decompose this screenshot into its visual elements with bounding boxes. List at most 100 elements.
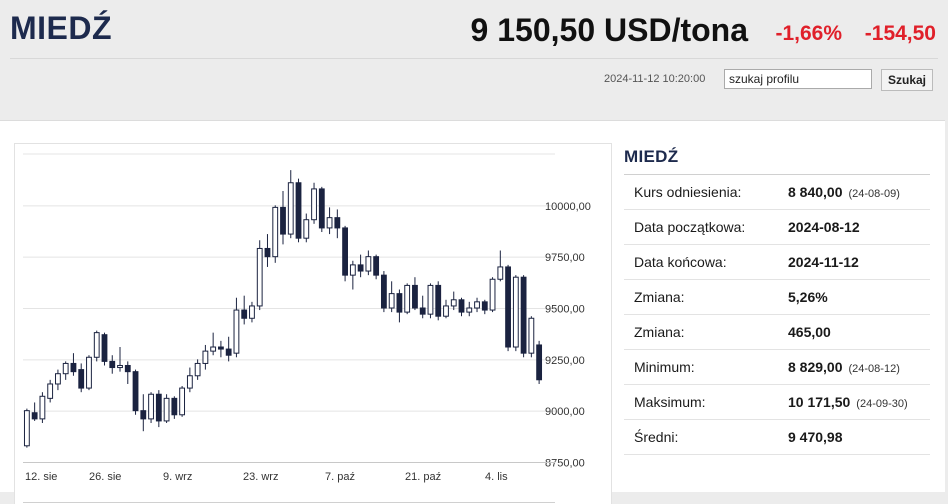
change-absolute: -154,50 (864, 22, 936, 45)
info-label: Zmiana: (634, 324, 685, 340)
y-tick-label: 9000,00 (545, 406, 585, 418)
candle-body (93, 332, 100, 358)
main-content: 10000,00 9750,00 9500,00 9250,00 9000,00 8750… (0, 120, 945, 504)
candle-body (55, 373, 61, 385)
candle-body (396, 293, 403, 313)
candle-body (70, 362, 77, 373)
candle-body (163, 397, 170, 422)
search-button[interactable]: Szukaj (881, 69, 933, 91)
info-row: Minimum: 8 829,00 (24-08-12) (624, 350, 930, 385)
candle-body (23, 410, 30, 447)
info-divider (624, 174, 930, 175)
candle-body (179, 387, 186, 416)
info-date: (24-09-30) (856, 398, 908, 410)
candle-body (210, 346, 217, 352)
info-label: Zmiana: (634, 289, 685, 305)
info-row: Kurs odniesienia: 8 840,00 (24-08-09) (624, 175, 930, 210)
candle-body (311, 188, 317, 221)
candle-body (412, 284, 418, 309)
candle-body (62, 362, 69, 375)
change-percent: -1,66% (775, 22, 842, 45)
candle-body (295, 182, 302, 239)
info-value: 10 171,50 (24-09-30) (788, 394, 908, 410)
candle-body (124, 364, 131, 373)
info-label: Maksimum: (634, 394, 706, 410)
current-price: 9 150,50 USD/tona (470, 12, 748, 48)
info-value: 465,00 (788, 324, 831, 340)
candle-body (225, 348, 232, 356)
candle-body (287, 182, 294, 235)
info-value: 5,26% (788, 289, 828, 305)
info-value: 9 470,98 (788, 429, 843, 445)
candle-body (443, 305, 449, 317)
x-tick-label: 23. wrz (243, 471, 278, 483)
info-value: 8 840,00 (24-08-09) (788, 184, 900, 200)
candle-body (458, 299, 465, 313)
x-tick-label: 21. paź (405, 471, 441, 483)
candle-body (186, 375, 193, 389)
page-title: MIEDŹ (10, 10, 113, 46)
candle-body (373, 256, 380, 276)
info-label: Data początkowa: (634, 219, 746, 235)
candle-body (47, 383, 54, 399)
candle-body (318, 188, 325, 229)
candle-body (481, 301, 488, 311)
candle-body (140, 410, 147, 420)
quote-timestamp: 2024-11-12 10:20:00 (604, 73, 706, 85)
candle-body (450, 299, 457, 307)
candle-body (349, 264, 356, 276)
candle-body (466, 307, 473, 313)
candle-body (256, 247, 263, 307)
info-value: 2024-08-12 (788, 219, 860, 235)
info-row: Data początkowa: 2024-08-12 (624, 210, 930, 245)
info-row: Średni: 9 470,98 (624, 420, 930, 455)
candlestick-chart: 10000,00 9750,00 9500,00 9250,00 9000,00 8750… (23, 153, 591, 503)
candle-body (388, 293, 395, 309)
candle-body (419, 307, 426, 315)
candle-body (101, 334, 108, 362)
candle-body (86, 356, 92, 389)
candle-body (249, 305, 255, 319)
x-tick-label: 7. paź (325, 471, 355, 483)
candle-body (365, 256, 372, 272)
candle-body (520, 276, 527, 354)
info-row: Zmiana: 5,26% (624, 280, 930, 315)
y-tick-label: 9500,00 (545, 304, 585, 316)
info-row: Data końcowa: 2024-11-12 (624, 245, 930, 280)
candle-body (342, 227, 348, 276)
candle-body (171, 397, 178, 416)
info-value: 2024-11-12 (788, 254, 859, 270)
info-label: Data końcowa: (634, 254, 727, 270)
header-bar: MIEDŹ 9 150,50 USD/tona -1,66% -154,50 (0, 0, 948, 60)
info-value: 8 829,00 (24-08-12) (788, 359, 900, 375)
candle-body (512, 276, 519, 348)
candle-body (303, 219, 310, 239)
candle-body (280, 206, 286, 235)
candle-body (404, 284, 411, 313)
y-tick-label: 8750,00 (545, 458, 585, 470)
candle-body (489, 278, 496, 311)
candle-body (31, 412, 38, 420)
candle-body (435, 284, 442, 317)
candle-body (194, 362, 201, 377)
info-row: Zmiana: 465,00 (624, 315, 930, 350)
x-tick-label: 9. wrz (163, 471, 192, 483)
price-chart: 10000,00 9750,00 9500,00 9250,00 9000,00 8750… (14, 143, 612, 504)
info-date: (24-08-09) (848, 188, 900, 200)
header-divider (10, 58, 938, 59)
search-input[interactable] (724, 69, 872, 89)
info-label: Kurs odniesienia: (634, 184, 742, 200)
candle-body (474, 301, 480, 309)
info-date: (24-08-12) (848, 363, 900, 375)
candle-body (218, 346, 224, 350)
y-tick-label: 10000,00 (545, 201, 591, 213)
x-tick-label: 26. sie (89, 471, 121, 483)
candle-body (380, 274, 387, 309)
info-row: Maksimum: 10 171,50 (24-09-30) (624, 385, 930, 420)
candle-body (233, 309, 240, 354)
candle-body (241, 309, 248, 319)
candle-body (505, 266, 511, 348)
candle-body (427, 284, 434, 315)
candle-body (132, 371, 139, 412)
candle-body (39, 395, 46, 420)
